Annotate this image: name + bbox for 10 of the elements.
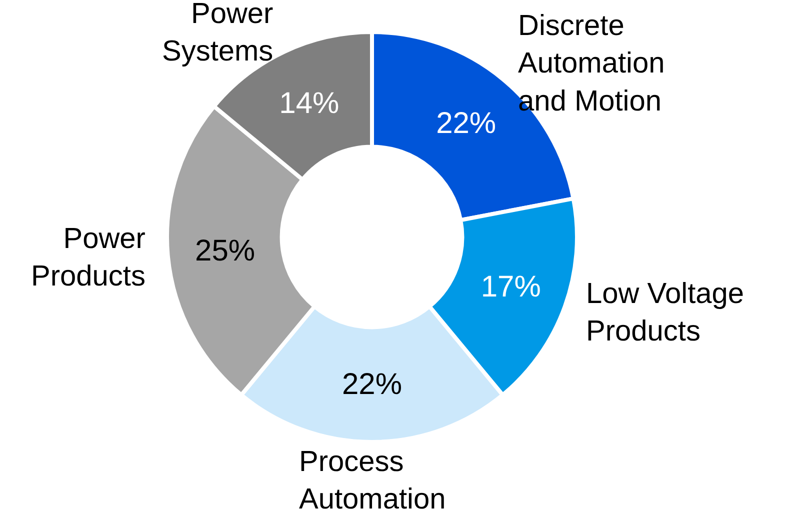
slice-label: Discrete Automation and Motion	[518, 10, 665, 118]
data-label: 22%	[342, 368, 402, 402]
slice-label: Power Products	[31, 223, 146, 293]
data-label: 17%	[480, 270, 541, 304]
slice-label: Process Automation	[299, 446, 446, 516]
slice-label: Low Voltage Products	[586, 278, 744, 348]
data-label: 25%	[195, 234, 256, 268]
data-label: 22%	[436, 106, 496, 140]
slice-label: Power Systems	[162, 0, 274, 68]
data-label: 14%	[279, 86, 340, 120]
